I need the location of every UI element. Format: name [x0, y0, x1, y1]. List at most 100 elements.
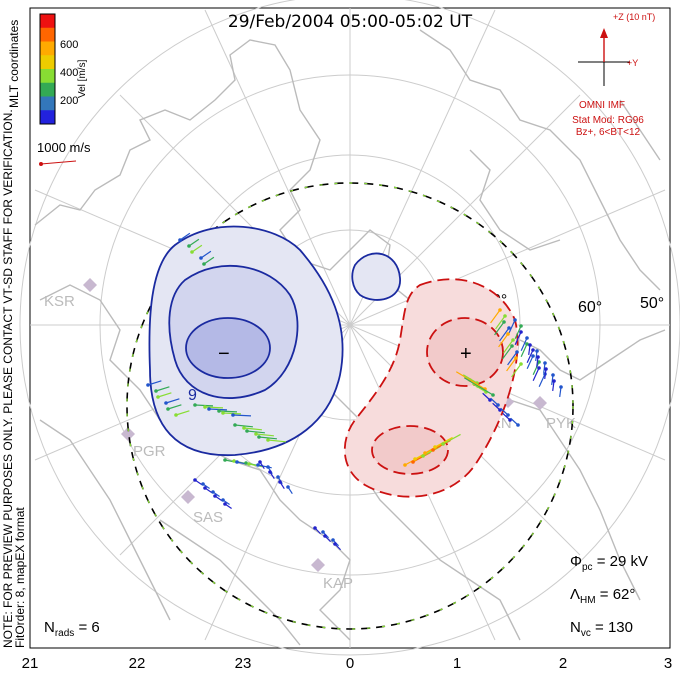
contour-label: 9	[188, 387, 197, 404]
velocity-vector	[218, 410, 238, 413]
phi-pc: Φpc = 29 kV	[570, 553, 648, 573]
vector-origin	[333, 542, 337, 546]
vector-origin	[266, 438, 270, 442]
station-label: PGR	[133, 443, 166, 460]
vector-origin	[510, 344, 514, 348]
negative-contour-small	[351, 252, 401, 301]
vector-origin	[211, 490, 215, 494]
velocity-vector	[495, 315, 506, 330]
coordinates-label: MLT coordinates	[7, 20, 21, 108]
n-rads: Nrads = 6	[44, 619, 100, 639]
color-bar: 600 400 200 Vel [m/s]	[39, 13, 88, 125]
vector-origin	[413, 457, 417, 461]
vector-origin	[193, 478, 197, 482]
positive-cell: +	[343, 278, 519, 498]
vector-origin	[154, 389, 158, 393]
velocity-vector	[490, 309, 501, 324]
vector-origin	[202, 262, 206, 266]
vector-origin	[278, 480, 282, 484]
vector-origin	[543, 361, 547, 365]
vector-origin	[544, 367, 548, 371]
velocity-vector	[520, 337, 528, 351]
lat-label-50: 50°	[640, 295, 664, 312]
n-vc: Nvc = 130	[570, 619, 633, 639]
preview-notice: NOTE: FOR PREVIEW PURPOSES ONLY. PLEASE …	[1, 109, 15, 648]
reference-vector-label: 1000 m/s	[37, 140, 91, 155]
vector-origin	[223, 458, 227, 462]
vector-origin	[235, 460, 239, 464]
vector-origin	[321, 530, 325, 534]
vector-origin	[507, 326, 511, 330]
velocity-vector	[203, 256, 215, 265]
mlt-axis: 21 22 23 0 1 2 3	[22, 655, 673, 672]
velocity-vector	[204, 406, 224, 409]
vector-origin	[266, 465, 270, 469]
mlt-tick: 21	[22, 655, 39, 672]
color-bar-tick: 200	[60, 95, 78, 107]
vector-origin	[254, 432, 258, 436]
vector-origin	[531, 354, 535, 358]
vector-origin	[506, 332, 510, 336]
vector-origin	[511, 338, 515, 342]
negative-cell: − 9	[148, 225, 401, 456]
vector-origin	[514, 356, 518, 360]
velocity-vector	[248, 463, 263, 468]
velocity-vector	[255, 433, 274, 437]
color-bar-band	[40, 41, 55, 56]
velocity-vector	[514, 325, 522, 339]
velocity-vector	[232, 414, 252, 417]
vector-origin	[156, 395, 160, 399]
vector-origin	[231, 413, 235, 417]
vector-origin	[431, 448, 435, 452]
station-label: KSR	[44, 293, 75, 310]
vector-origin	[146, 383, 150, 387]
velocity-vector	[200, 250, 212, 259]
station-marker	[311, 558, 325, 572]
color-bar-tick: 600	[60, 39, 78, 51]
vector-origin	[313, 526, 317, 530]
color-bar-band	[40, 55, 55, 70]
velocity-vector	[155, 386, 170, 392]
velocity-vector	[514, 331, 522, 345]
station-label: SAS	[193, 509, 223, 526]
velocity-vector	[179, 232, 191, 241]
velocity-vector	[462, 374, 478, 384]
velocity-vector	[506, 357, 517, 372]
velocity-vector	[532, 367, 540, 381]
vector-origin	[193, 403, 197, 407]
vector-origin	[221, 498, 225, 502]
potential-minimum-mark: −	[218, 343, 230, 365]
vector-origin	[513, 318, 517, 322]
vector-origin	[503, 314, 507, 318]
map-stats: Φpc = 29 kV ΛHM = 62° Nvc = 130 Nrads = …	[44, 553, 648, 639]
station-labels: KSR PGR SAS KAP RKN PYK	[44, 293, 576, 592]
vector-origin	[187, 244, 191, 248]
vector-origin	[268, 470, 272, 474]
vector-origin	[441, 442, 445, 446]
vector-origin	[213, 494, 217, 498]
page-title: 29/Feb/2004 05:00-05:02 UT	[228, 12, 473, 32]
mlt-tick: 2	[559, 655, 567, 672]
velocity-vector	[147, 380, 162, 386]
vector-origin	[286, 485, 290, 489]
vector-origin	[531, 348, 535, 352]
velocity-vector	[188, 238, 200, 247]
velocity-vector	[243, 427, 262, 431]
vector-origin	[423, 451, 427, 455]
vector-origin	[515, 350, 519, 354]
coastlines	[34, 29, 666, 646]
velocity-vector	[194, 404, 214, 407]
imf-z-label: +Z (10 nT)	[613, 12, 655, 22]
mlt-tick: 3	[664, 655, 672, 672]
velocity-vector	[471, 383, 487, 393]
velocity-vector	[499, 327, 510, 342]
imf-panel: +Z (10 nT) +Y OMNI IMF Stat Mod: RG96 Bz…	[572, 12, 655, 138]
velocity-vector	[470, 380, 486, 390]
velocity-vector	[503, 339, 514, 354]
velocity-vector	[455, 371, 471, 381]
vector-origin	[221, 411, 225, 415]
positive-contour-max	[426, 317, 504, 387]
vector-origin	[537, 360, 541, 364]
vector-origin	[519, 362, 523, 366]
